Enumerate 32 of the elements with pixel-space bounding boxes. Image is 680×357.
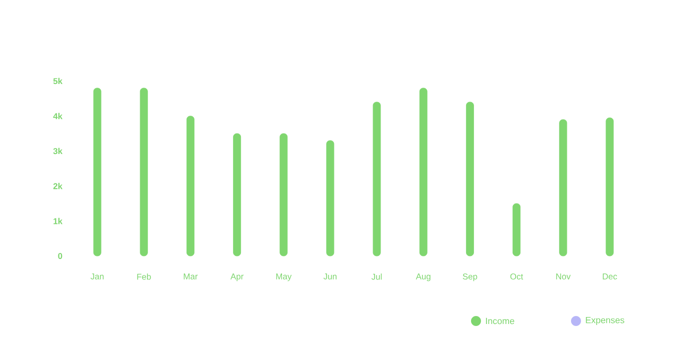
x-tick-label: Jan: [90, 274, 104, 280]
x-tick-label: Jul: [372, 274, 382, 280]
bar: [559, 119, 568, 256]
y-tick-label: 1k: [54, 218, 62, 224]
bar: [466, 102, 474, 256]
bar: [419, 88, 428, 256]
bar: [93, 88, 102, 256]
x-tick-label: Apr: [230, 274, 244, 282]
y-tick-label: 5k: [53, 78, 62, 84]
legend-label: Income: [486, 318, 514, 324]
x-tick-label: Jun: [324, 274, 336, 280]
bar: [372, 102, 381, 256]
y-tick-label: 3k: [53, 148, 62, 154]
x-tick-label: Nov: [556, 274, 571, 280]
y-tick-label: 0: [58, 253, 62, 259]
x-tick-label: Mar: [184, 274, 198, 280]
y-tick-label: 4k: [53, 112, 62, 120]
bar: [606, 118, 614, 256]
y-tick-label: 2k: [53, 182, 62, 190]
bar: [233, 133, 241, 256]
x-tick-label: Oct: [510, 274, 524, 280]
x-tick-label: Dec: [602, 274, 618, 280]
x-tick-label: Sep: [462, 274, 478, 282]
legend-label: Expenses: [586, 316, 624, 326]
bar: [512, 203, 520, 256]
x-tick-label: Aug: [416, 274, 430, 282]
bar: [280, 133, 288, 256]
bar: [326, 140, 334, 256]
bar: [186, 116, 194, 256]
x-tick-label: Feb: [137, 274, 151, 280]
x-tick-label: May: [276, 274, 292, 282]
bar: [140, 88, 148, 256]
